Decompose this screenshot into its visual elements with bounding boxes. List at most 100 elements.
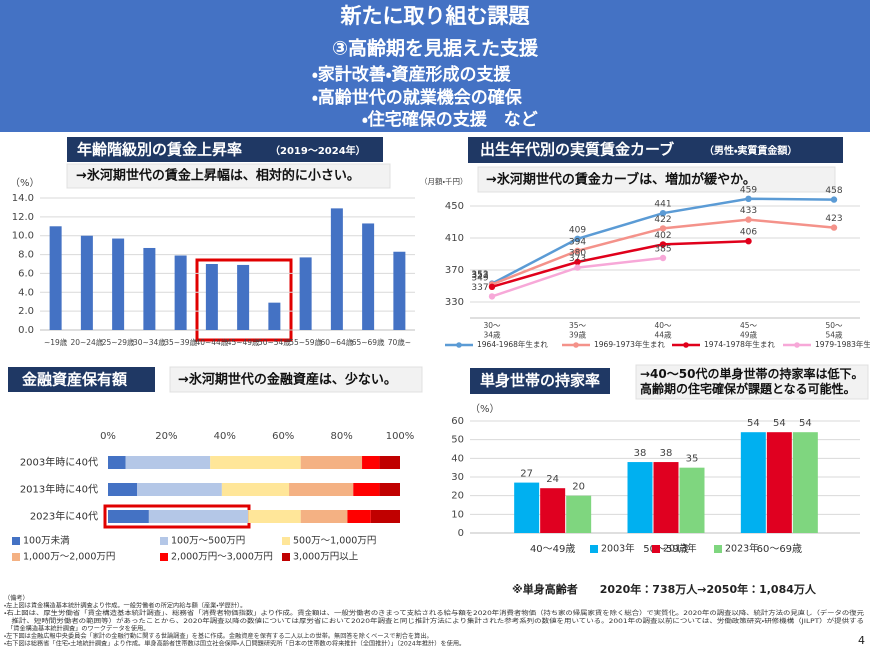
panel-title: 単身世帯の持家率	[480, 372, 600, 390]
bar	[540, 488, 566, 533]
data-label: 423	[825, 214, 842, 224]
bar-segment	[353, 483, 380, 496]
data-label: 24	[546, 474, 559, 485]
bar	[792, 432, 818, 533]
bar	[80, 235, 93, 330]
point	[830, 224, 838, 231]
x-tick-label: 35~39歳	[164, 337, 197, 347]
x-tick-label: ~19歳	[44, 337, 68, 347]
data-label: 433	[740, 206, 757, 216]
x-tick-label: 60~64歳	[320, 337, 353, 347]
bar-segment	[362, 456, 380, 469]
data-label: 54	[747, 418, 760, 429]
x-tick-label: 50~54歳	[258, 337, 291, 347]
data-label: 459	[740, 185, 757, 195]
y-tick-label: 370	[445, 265, 464, 276]
y-tick-label: 12.0	[12, 212, 34, 223]
y-tick-label: 2003年時に40代	[20, 456, 98, 469]
legend-swatch	[652, 545, 660, 553]
legend-marker	[683, 342, 689, 348]
data-label: 54	[799, 418, 812, 429]
legend-label: 500万～1,000万円	[293, 536, 376, 547]
data-label: 20	[572, 482, 585, 493]
bar	[627, 462, 653, 533]
x-tick-label: 45~49歳	[227, 337, 260, 347]
x-tick-label: 30～ 34歳	[483, 321, 501, 339]
y-tick-label: 50	[451, 435, 464, 446]
bar	[362, 223, 375, 330]
x-tick-label: 0%	[100, 431, 116, 442]
point	[659, 254, 667, 262]
bar-segment	[379, 456, 400, 469]
legend-label: 1964-1968年生まれ	[477, 339, 548, 349]
legend-marker	[456, 342, 462, 348]
y-tick-label: 410	[445, 233, 464, 244]
bar-segment	[289, 483, 354, 496]
y-tick-label: 0.0	[18, 325, 34, 336]
x-tick-label: 60%	[272, 431, 294, 442]
panel-title: 年齢階級別の賃金上昇率	[77, 141, 242, 159]
x-tick-label: 65~69歳	[352, 337, 385, 347]
data-label: 373	[569, 254, 586, 264]
annotation-box	[66, 163, 391, 189]
legend-label: 1969-1973年生まれ	[594, 339, 665, 349]
bar-segment	[379, 483, 400, 496]
panel-title-box	[468, 137, 843, 163]
panel-title-box	[8, 367, 155, 392]
y-tick-label: 2.0	[18, 306, 34, 317]
bar-segment	[108, 483, 138, 496]
point	[488, 293, 496, 300]
point	[745, 216, 752, 223]
x-tick-label: 20~24歳	[70, 337, 103, 347]
legend-swatch	[714, 545, 722, 553]
point	[574, 264, 581, 271]
data-label: 349	[471, 273, 488, 283]
legend-label: 2,000万円～3,000万円	[171, 552, 273, 563]
x-tick-label: 30~34歳	[133, 337, 166, 347]
panel-subtitle: （2019～2024年）	[270, 144, 366, 157]
y-tick-label: 450	[445, 201, 464, 212]
data-label: 38	[634, 448, 647, 459]
point	[830, 196, 838, 203]
bar	[237, 264, 250, 330]
x-tick-label: 35～ 39歳	[569, 321, 587, 339]
y-tick-label: 0	[458, 528, 464, 539]
x-tick-label: 55~59歳	[289, 337, 322, 347]
y-axis-label: （%）	[470, 403, 500, 415]
bar-segment	[210, 456, 301, 469]
header-item: ・高齢世代の就業機会の確保	[312, 87, 523, 108]
y-tick-label: 4.0	[18, 287, 34, 298]
data-label: 380	[569, 249, 586, 259]
legend-label: 2003年	[601, 543, 635, 555]
x-tick-label: 40～49歳	[530, 543, 575, 555]
data-label: 27	[520, 469, 533, 480]
header-subtitle: ③高齢期を見据えた支援	[332, 37, 539, 60]
footnote: ・右下図は総務省「住宅・土地統計調査」より作成。単身高齢者世帯数は国立社会保障・…	[4, 640, 465, 648]
x-tick-label: 60～69歳	[757, 543, 802, 555]
footnote: 推計、短時間労働者の範囲等）があったことから、2020年調査以降の数値については…	[4, 617, 864, 625]
point	[745, 195, 752, 202]
footnote: ・右上図は、厚生労働省「賃金構造基本統計調査」、総務省「消費者物価指数」より作成…	[4, 609, 864, 617]
bar-segment	[248, 510, 301, 523]
point	[659, 241, 667, 248]
legend-swatch	[282, 553, 290, 561]
bar	[112, 238, 125, 330]
y-axis-label: （%）	[10, 177, 40, 189]
legend-swatch	[160, 537, 168, 545]
data-label: 35	[686, 454, 699, 465]
point	[574, 247, 581, 254]
bar	[766, 432, 792, 533]
legend-label: 1,000万～2,000万円	[23, 552, 115, 563]
bar-segment	[108, 510, 149, 523]
footnote: ・左上図は賃金構造基本統計調査より作成。一般労働者の所定内給与額（産業・学歴計）…	[4, 602, 246, 610]
data-label: 353	[471, 270, 488, 280]
data-label: 402	[654, 231, 671, 241]
y-tick-label: 30	[451, 472, 464, 483]
note: ※単身高齢者 2020年：738万人→2050年：1,084万人	[512, 582, 817, 596]
y-tick-label: 60	[451, 416, 464, 427]
data-label: 54	[773, 418, 786, 429]
series-line	[491, 239, 749, 289]
bar-segment	[125, 456, 211, 469]
footnote: 「賃金構造基本統計調査」のワークデータを使用。	[4, 624, 149, 632]
